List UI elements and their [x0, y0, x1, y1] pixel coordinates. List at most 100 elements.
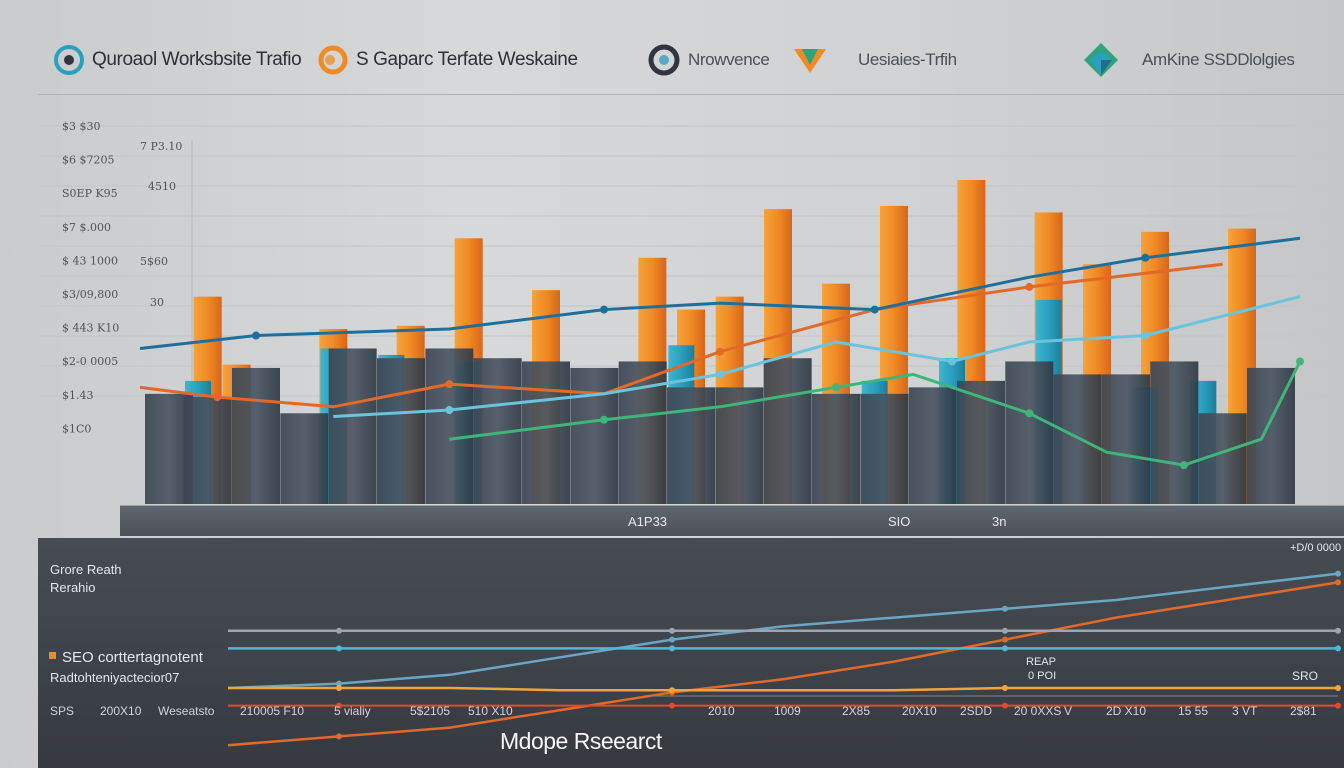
panel-tick-label: 3 VT	[1232, 704, 1258, 718]
y-tick-label: S0EP K95	[62, 187, 118, 200]
bar	[328, 348, 377, 504]
x-label: 3n	[992, 514, 1007, 529]
panel-point	[669, 702, 675, 709]
diamond-logo-icon	[1084, 43, 1118, 77]
panel-point	[1335, 645, 1341, 652]
brand-2[interactable]: S Gaparc Terfate Weskaine	[318, 40, 578, 80]
panel-point	[669, 636, 675, 643]
panel-point	[1335, 685, 1341, 691]
brand-5[interactable]: AmKine SSDDlolgies	[1082, 40, 1295, 80]
series-line	[139, 236, 1301, 350]
bottom-panel	[38, 538, 1344, 768]
y-tick-label: $3 $30	[62, 120, 101, 133]
panel-point	[336, 733, 342, 740]
panel-tick-label: 2$81	[1290, 704, 1317, 718]
panel-point	[1002, 627, 1008, 634]
target-logo-icon	[54, 45, 84, 75]
panel-tick-label: 20 0XXS	[1014, 704, 1062, 718]
y-tick-label: $2-0 0005	[62, 355, 118, 368]
panel-tick-label: 510 X10	[468, 704, 513, 718]
panel-value: +D/0 0000	[1290, 542, 1342, 554]
brand-4[interactable]: Uesiaies-Trfih	[792, 40, 957, 80]
bar	[812, 393, 860, 504]
y-tick-label: 7 P3.10	[140, 140, 182, 153]
panel-value: 0 POI	[1028, 670, 1057, 682]
chart-area: $3 $30 $6 $7205 S0EP K95 $7 $.000 $ 43 1000 $…	[0, 100, 1344, 540]
panel-tick-label: Weseatsto	[158, 704, 215, 718]
series-point	[252, 331, 260, 340]
brand-1[interactable]: Quroaol Worksbsite Trafio	[54, 40, 302, 80]
panel-point	[1335, 627, 1341, 634]
y-axis-labels: $3 $30 $6 $7205 S0EP K95 $7 $.000 $ 43 1000 $…	[62, 120, 119, 435]
panel-point	[1335, 570, 1341, 577]
series-point	[948, 357, 956, 366]
y-tick-label: $1C0	[62, 422, 91, 435]
series-point	[1141, 331, 1150, 340]
bar	[183, 397, 232, 504]
panel-tick-label: 2D X10	[1106, 704, 1147, 718]
panel-point	[1002, 685, 1008, 691]
panel-series-line	[228, 686, 1338, 692]
panel-point	[669, 627, 675, 634]
panel-tick-label: 2010	[708, 704, 735, 718]
panel-point	[1002, 702, 1008, 709]
series-point	[1296, 357, 1304, 366]
bottom-chart	[227, 570, 1341, 747]
x-axis-band	[120, 505, 1344, 536]
brand-2-text: S Gaparc Terfate Weskaine	[356, 49, 578, 70]
series-line	[449, 360, 1302, 467]
series-point	[600, 415, 608, 424]
bar	[232, 367, 280, 504]
bar	[522, 361, 570, 504]
bar	[1102, 374, 1150, 504]
y-tick-label: 30	[150, 296, 164, 309]
y-tick-label: 4510	[148, 180, 176, 193]
panel-label: Grore Reath	[50, 562, 122, 577]
panel-point	[336, 685, 342, 691]
brand-3[interactable]: Nrowvence	[648, 40, 770, 80]
bar	[280, 413, 329, 504]
bar	[860, 393, 909, 504]
series-point	[445, 380, 454, 389]
brand-5-text: AmKine SSDDlolgies	[1142, 50, 1295, 69]
panel-point	[669, 687, 675, 694]
bar	[425, 348, 474, 504]
legend-item: SEO corttertagnotent	[62, 649, 203, 666]
panel-tick-label: 5 vialiy	[334, 704, 371, 718]
panel-tick-label: 5$2105	[410, 704, 451, 718]
y-tick-label: $7 $.000	[62, 221, 111, 234]
panel-point	[1002, 636, 1008, 643]
bar	[377, 358, 425, 504]
y-tick-label: $ 443 K10	[62, 322, 119, 335]
trend-lines	[139, 236, 1304, 470]
y-tick-label: $3/09,800	[62, 288, 118, 301]
main-chart: $3 $30 $6 $7205 S0EP K95 $7 $.000 $ 43 1000 $…	[40, 120, 1330, 505]
panel-tick-label: 15 55	[1178, 704, 1209, 718]
series-point	[600, 305, 608, 314]
x-label: SIO	[888, 514, 911, 529]
panel-point	[336, 702, 342, 709]
bar	[1150, 361, 1199, 504]
panel-point	[336, 627, 342, 634]
panel-tick-label: 20X10	[902, 704, 937, 718]
panel-tick-label: 2SDD	[960, 704, 993, 718]
triangle-logo-icon	[794, 49, 826, 73]
panel-point	[336, 645, 342, 652]
x-label: A1P33	[628, 514, 668, 529]
panel-series-line	[227, 572, 1339, 690]
header: Quroaol Worksbsite Trafio S Gaparc Terfa…	[0, 0, 1344, 96]
panel-point	[1335, 579, 1341, 586]
series-line	[333, 295, 1301, 418]
bar	[957, 380, 1005, 504]
brand-4-text: Uesiaies-Trfih	[858, 50, 957, 69]
panel-point	[336, 680, 342, 687]
legend-swatch	[49, 652, 56, 659]
panel-label: Rerahio	[50, 580, 96, 595]
series-point	[870, 305, 879, 314]
y-tick-label: $ 43 1000	[62, 254, 118, 267]
y-tick-label: 5$60	[140, 255, 168, 268]
dark-bars	[145, 348, 1295, 504]
brand-1-text: Quroaol Worksbsite Trafio	[92, 49, 302, 70]
header-divider	[38, 94, 1344, 95]
bar	[763, 358, 812, 504]
